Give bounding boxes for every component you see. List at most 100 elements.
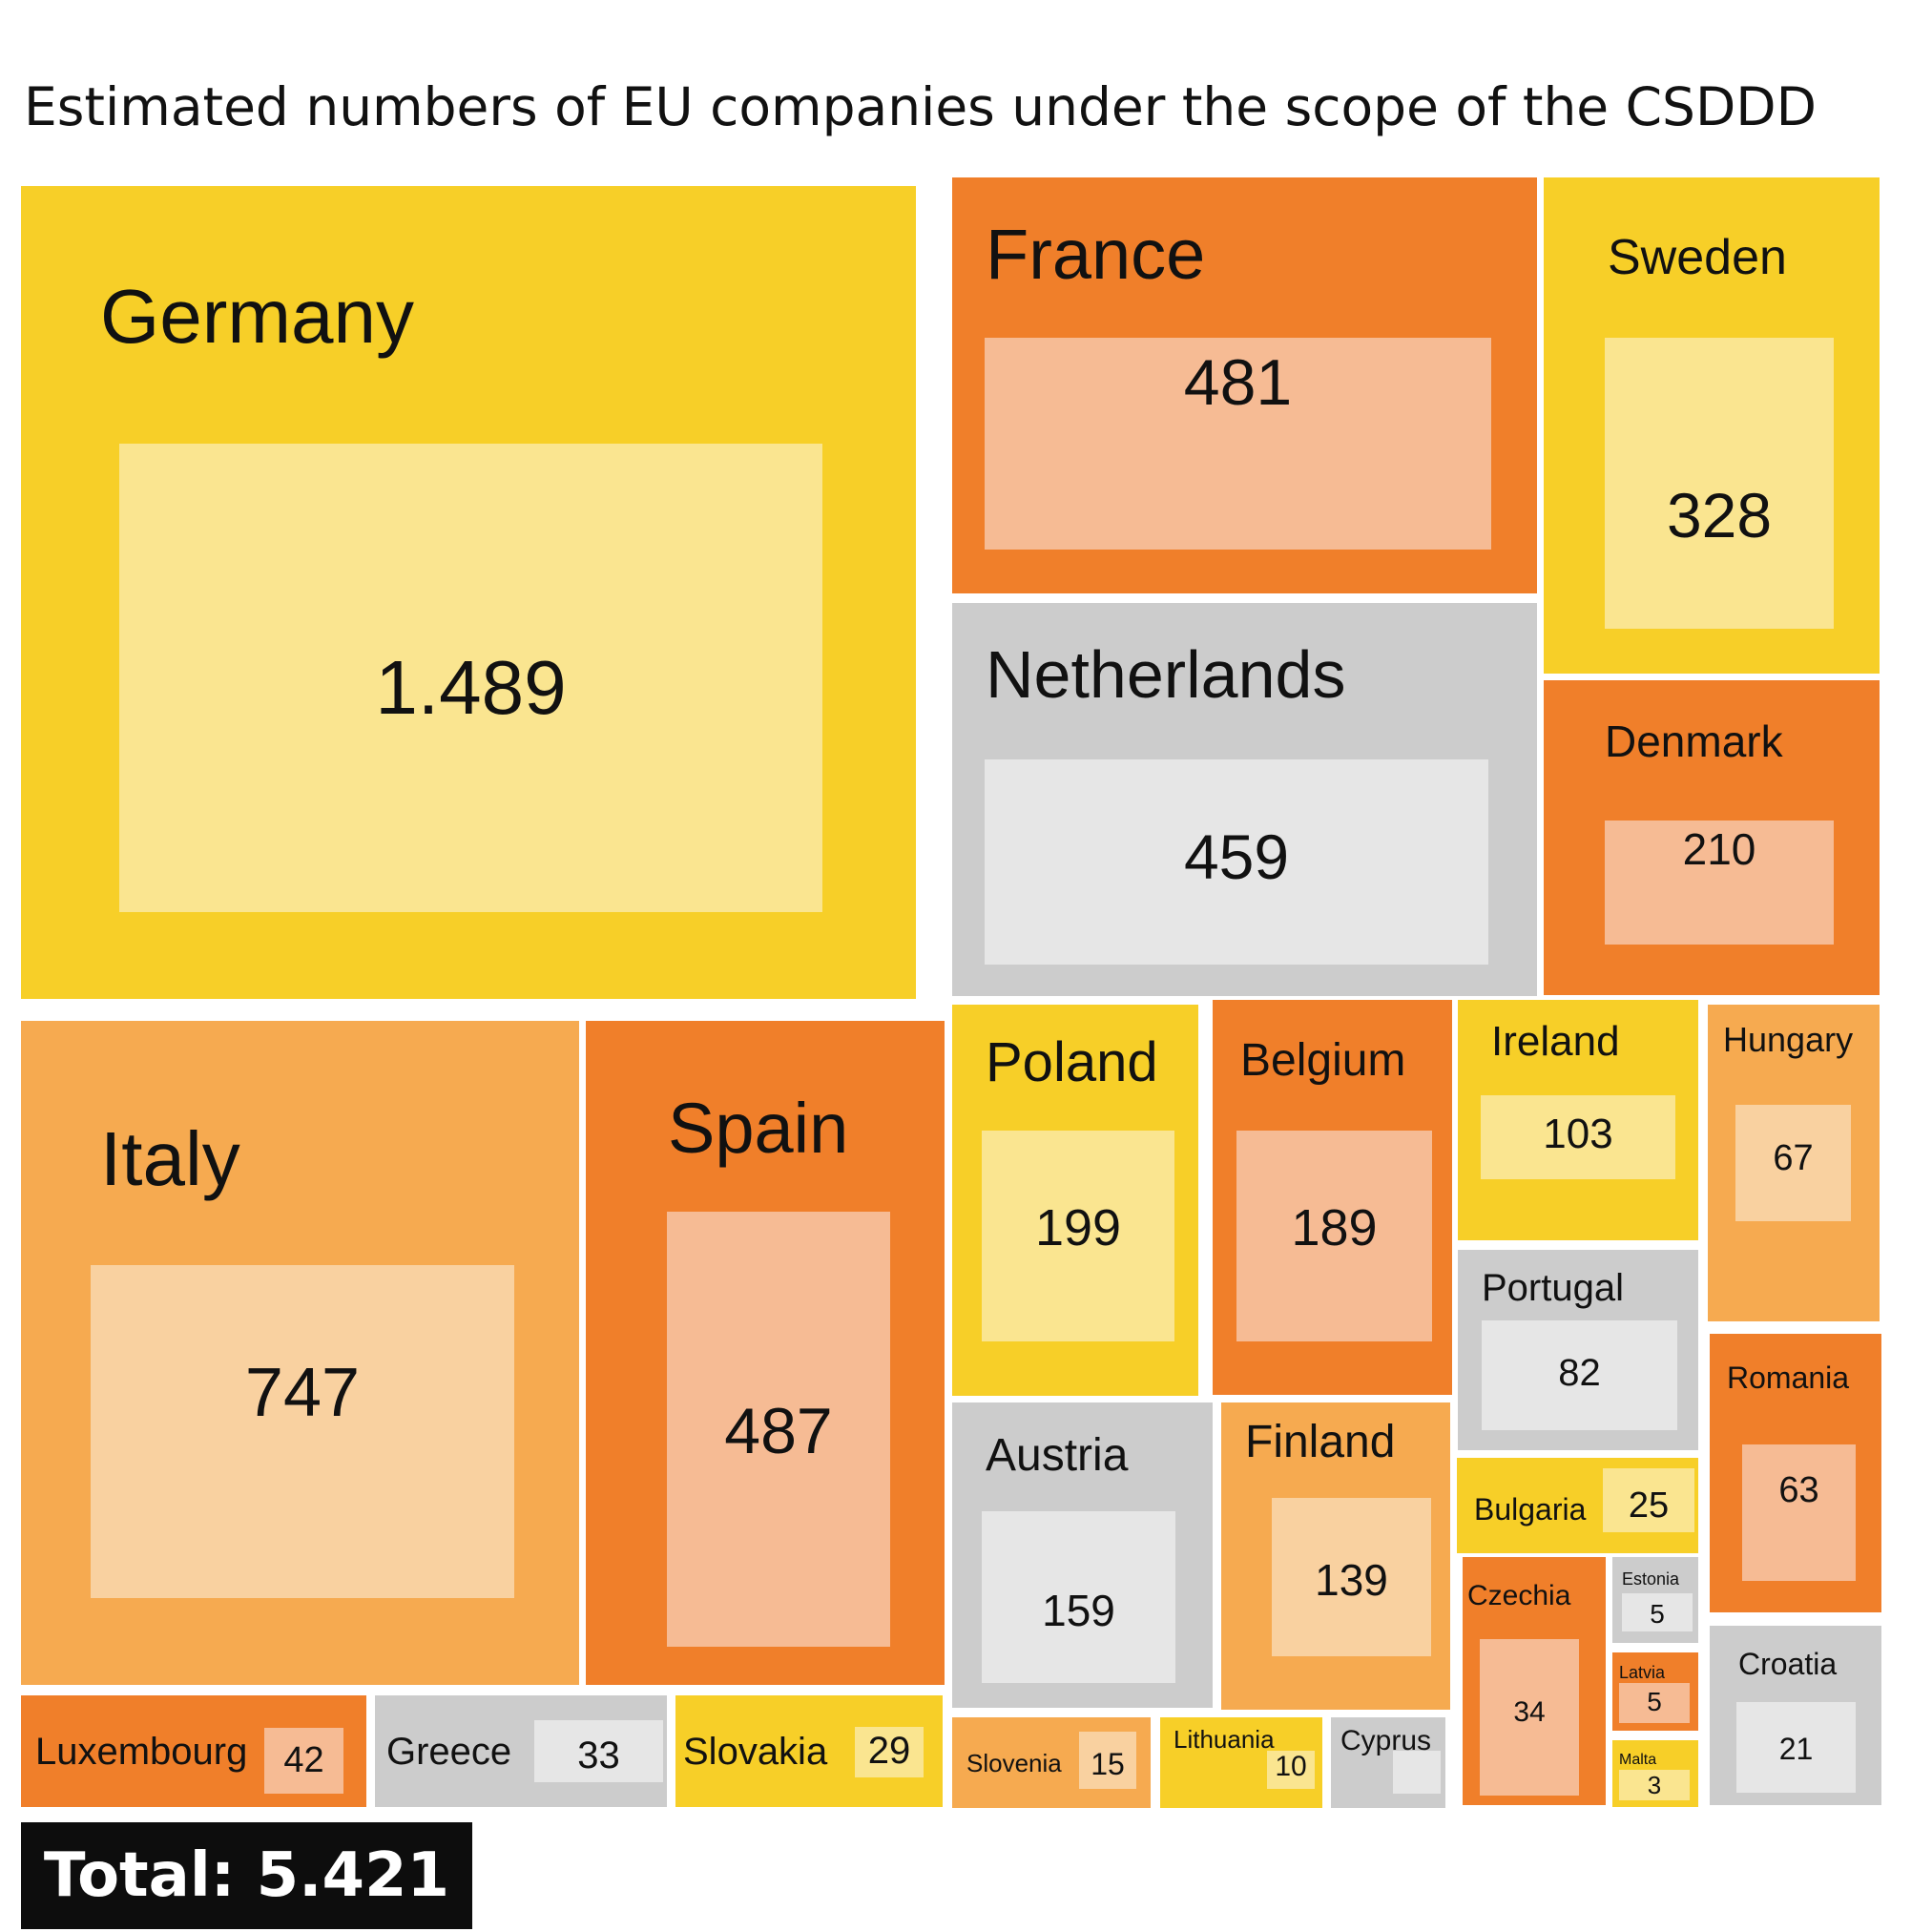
tile-cyprus: Cyprus <box>1331 1717 1445 1808</box>
tile-label-bulgaria: Bulgaria <box>1474 1492 1587 1527</box>
chart-title: Estimated numbers of EU companies under … <box>24 76 1817 137</box>
tile-value-box-austria: 159 <box>982 1511 1175 1683</box>
tile-label-belgium: Belgium <box>1240 1035 1406 1086</box>
tile-value-box-denmark: 210 <box>1605 821 1834 945</box>
tile-value-sweden: 328 <box>1666 480 1773 551</box>
tile-value-box-france: 481 <box>985 338 1491 550</box>
tile-value-box-slovenia: 15 <box>1079 1732 1136 1789</box>
tile-value-malta: 3 <box>1647 1771 1662 1799</box>
tile-value-box-romania: 63 <box>1742 1444 1856 1581</box>
tile-value-denmark: 210 <box>1682 824 1756 874</box>
tile-label-poland: Poland <box>986 1031 1158 1093</box>
tile-slovenia: Slovenia 15 <box>952 1717 1151 1808</box>
tile-value-hungary: 67 <box>1773 1138 1814 1178</box>
tile-label-france: France <box>986 215 1206 294</box>
tile-label-netherlands: Netherlands <box>986 637 1346 712</box>
tile-label-austria: Austria <box>986 1430 1129 1481</box>
tile-label-croatia: Croatia <box>1738 1647 1838 1681</box>
tile-value-box-luxembourg: 42 <box>264 1728 343 1794</box>
tile-germany: Germany 1.489 <box>21 186 916 999</box>
tile-value-france: 481 <box>1183 346 1293 419</box>
tile-value-box-estonia: 5 <box>1622 1593 1693 1631</box>
tile-value-box-bulgaria: 25 <box>1603 1468 1694 1532</box>
tile-label-denmark: Denmark <box>1605 717 1783 766</box>
tile-croatia: Croatia 21 <box>1710 1626 1881 1805</box>
tile-value-portugal: 82 <box>1558 1352 1601 1394</box>
tile-label-estonia: Estonia <box>1622 1569 1680 1589</box>
tile-label-finland: Finland <box>1245 1417 1396 1467</box>
tile-label-luxembourg: Luxembourg <box>35 1731 248 1773</box>
tile-ireland: Ireland 103 <box>1458 1000 1698 1240</box>
tile-lithuania: Lithuania 10 <box>1160 1717 1322 1808</box>
tile-value-netherlands: 459 <box>1183 821 1290 892</box>
tile-czechia: Czechia 34 <box>1463 1557 1606 1805</box>
tile-value-box-portugal: 82 <box>1482 1320 1677 1430</box>
tile-value-romania: 63 <box>1778 1470 1819 1510</box>
tile-value-finland: 139 <box>1315 1555 1388 1605</box>
tile-romania: Romania 63 <box>1710 1334 1881 1612</box>
tile-value-box-poland: 199 <box>982 1131 1174 1341</box>
tile-value-lithuania: 10 <box>1275 1751 1307 1782</box>
tile-portugal: Portugal 82 <box>1458 1250 1698 1450</box>
tile-value-spain: 487 <box>724 1395 833 1467</box>
tile-value-box-finland: 139 <box>1272 1498 1431 1656</box>
tile-label-malta: Malta <box>1619 1752 1657 1768</box>
tile-value-box-latvia: 5 <box>1619 1683 1690 1723</box>
tile-france: France 481 <box>952 177 1537 593</box>
tile-label-sweden: Sweden <box>1608 230 1787 285</box>
tile-value-box-croatia: 21 <box>1736 1702 1856 1793</box>
tile-value-bulgaria: 25 <box>1628 1485 1670 1526</box>
tile-value-box-malta: 3 <box>1619 1770 1690 1800</box>
tile-label-germany: Germany <box>100 274 414 359</box>
tile-slovakia: Slovakia 29 <box>675 1695 943 1807</box>
tile-poland: Poland 199 <box>952 1005 1198 1396</box>
tile-value-germany: 1.489 <box>375 645 567 730</box>
tile-spain: Spain 487 <box>586 1021 945 1685</box>
tile-latvia: Latvia 5 <box>1612 1652 1698 1731</box>
tile-malta: Malta 3 <box>1612 1740 1698 1807</box>
tile-value-box-germany: 1.489 <box>119 444 822 912</box>
tile-label-slovakia: Slovakia <box>683 1731 828 1773</box>
tile-value-ireland: 103 <box>1543 1111 1613 1157</box>
tile-sweden: Sweden 328 <box>1544 177 1880 674</box>
tile-label-spain: Spain <box>668 1089 849 1168</box>
tile-value-box-netherlands: 459 <box>985 759 1488 965</box>
tile-value-box-sweden: 328 <box>1605 338 1834 629</box>
tile-value-box-hungary: 67 <box>1735 1105 1851 1221</box>
tile-value-czechia: 34 <box>1513 1696 1546 1728</box>
tile-bulgaria: Bulgaria 25 <box>1457 1458 1698 1553</box>
tile-hungary: Hungary 67 <box>1708 1005 1880 1321</box>
tile-value-poland: 199 <box>1034 1199 1122 1257</box>
tile-value-box-ireland: 103 <box>1481 1095 1675 1179</box>
tile-belgium: Belgium 189 <box>1213 1000 1452 1395</box>
tile-netherlands: Netherlands 459 <box>952 603 1537 996</box>
tile-label-cyprus: Cyprus <box>1340 1725 1432 1756</box>
tile-value-box-italy: 747 <box>91 1265 514 1598</box>
tile-label-czechia: Czechia <box>1467 1580 1571 1611</box>
tile-label-romania: Romania <box>1727 1361 1850 1395</box>
tile-value-slovenia: 15 <box>1091 1747 1125 1781</box>
tile-label-greece: Greece <box>386 1731 512 1773</box>
tile-luxembourg: Luxembourg 42 <box>21 1695 366 1807</box>
tile-label-ireland: Ireland <box>1491 1018 1620 1065</box>
tile-austria: Austria 159 <box>952 1402 1213 1708</box>
tile-value-italy: 747 <box>244 1355 361 1431</box>
tile-estonia: Estonia 5 <box>1612 1557 1698 1643</box>
total-badge: Total: 5.421 <box>21 1822 472 1929</box>
tile-value-box-czechia: 34 <box>1480 1639 1579 1796</box>
tile-label-hungary: Hungary <box>1723 1020 1854 1059</box>
tile-value-luxembourg: 42 <box>283 1740 324 1780</box>
tile-label-latvia: Latvia <box>1619 1663 1666 1682</box>
tile-value-box-slovakia: 29 <box>855 1727 924 1777</box>
tile-italy: Italy 747 <box>21 1021 579 1685</box>
tile-value-slovakia: 29 <box>867 1730 911 1772</box>
tile-label-portugal: Portugal <box>1482 1267 1624 1309</box>
tile-value-austria: 159 <box>1042 1586 1115 1635</box>
tile-greece: Greece 33 <box>375 1695 667 1807</box>
tile-value-greece: 33 <box>577 1735 620 1776</box>
tile-value-box-belgium: 189 <box>1236 1131 1432 1341</box>
tile-label-slovenia: Slovenia <box>966 1749 1062 1777</box>
tile-finland: Finland 139 <box>1221 1402 1450 1710</box>
tile-value-croatia: 21 <box>1778 1732 1814 1766</box>
